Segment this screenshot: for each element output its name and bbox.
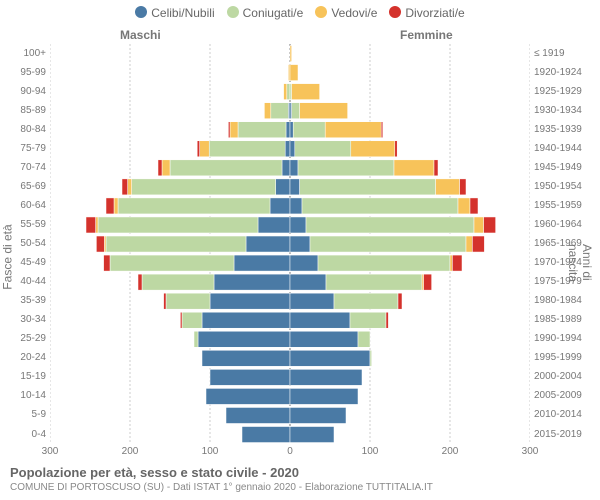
x-tick: 300 (35, 446, 65, 457)
legend-label: Vedovi/e (331, 6, 377, 20)
birth-year-label: 1920-1924 (534, 67, 594, 78)
birth-year-label: 1925-1929 (534, 86, 594, 97)
legend-label: Celibi/Nubili (151, 6, 214, 20)
legend-item: Coniugati/e (227, 6, 304, 20)
legend-item: Vedovi/e (315, 6, 377, 20)
age-label: 80-84 (2, 124, 46, 135)
chart-container: Celibi/Nubili Coniugati/e Vedovi/e Divorzia… (0, 0, 600, 500)
x-tick: 0 (275, 446, 305, 457)
birth-year-label: 1965-1969 (534, 238, 594, 249)
legend-label: Coniugati/e (243, 6, 304, 20)
legend-item: Divorziati/e (389, 6, 464, 20)
age-label: 55-59 (2, 219, 46, 230)
chart-title: Popolazione per età, sesso e stato civil… (10, 465, 299, 480)
age-label: 5-9 (2, 409, 46, 420)
birth-year-label: 1935-1939 (534, 124, 594, 135)
birth-year-label: 1940-1944 (534, 143, 594, 154)
birth-year-label: 2000-2004 (534, 371, 594, 382)
birth-year-label: 1990-1994 (534, 333, 594, 344)
legend-swatch (135, 6, 147, 18)
age-label: 20-24 (2, 352, 46, 363)
legend-swatch (227, 6, 239, 18)
age-label: 75-79 (2, 143, 46, 154)
legend: Celibi/Nubili Coniugati/e Vedovi/e Divorzia… (0, 6, 600, 20)
age-label: 90-94 (2, 86, 46, 97)
age-label: 85-89 (2, 105, 46, 116)
birth-year-label: 1945-1949 (534, 162, 594, 173)
birth-year-label: 1970-1974 (534, 257, 594, 268)
gender-label-male: Maschi (120, 28, 161, 42)
x-tick: 300 (515, 446, 545, 457)
age-label: 65-69 (2, 181, 46, 192)
birth-year-label: 1930-1934 (534, 105, 594, 116)
x-tick: 100 (355, 446, 385, 457)
birth-year-label: 1955-1959 (534, 200, 594, 211)
legend-item: Celibi/Nubili (135, 6, 214, 20)
plot-area (50, 44, 530, 444)
age-label: 95-99 (2, 67, 46, 78)
birth-year-label: 1985-1989 (534, 314, 594, 325)
age-label: 10-14 (2, 390, 46, 401)
chart-subtitle: COMUNE DI PORTOSCUSO (SU) - Dati ISTAT 1… (10, 482, 433, 493)
age-label: 100+ (2, 48, 46, 59)
legend-label: Divorziati/e (405, 6, 464, 20)
age-label: 40-44 (2, 276, 46, 287)
x-tick: 100 (195, 446, 225, 457)
age-label: 60-64 (2, 200, 46, 211)
age-label: 45-49 (2, 257, 46, 268)
age-label: 15-19 (2, 371, 46, 382)
birth-year-label: 1950-1954 (534, 181, 594, 192)
birth-year-label: 1980-1984 (534, 295, 594, 306)
age-label: 70-74 (2, 162, 46, 173)
x-tick: 200 (115, 446, 145, 457)
birth-year-label: 1975-1979 (534, 276, 594, 287)
age-label: 35-39 (2, 295, 46, 306)
age-label: 25-29 (2, 333, 46, 344)
birth-year-label: 2005-2009 (534, 390, 594, 401)
birth-year-label: 2010-2014 (534, 409, 594, 420)
birth-year-label: 1960-1964 (534, 219, 594, 230)
gender-label-female: Femmine (400, 28, 453, 42)
birth-year-label: 2015-2019 (534, 429, 594, 440)
age-label: 30-34 (2, 314, 46, 325)
x-tick: 200 (435, 446, 465, 457)
legend-swatch (389, 6, 401, 18)
birth-year-label: 1995-1999 (534, 352, 594, 363)
age-label: 0-4 (2, 429, 46, 440)
age-label: 50-54 (2, 238, 46, 249)
legend-swatch (315, 6, 327, 18)
birth-year-label: ≤ 1919 (534, 48, 594, 59)
